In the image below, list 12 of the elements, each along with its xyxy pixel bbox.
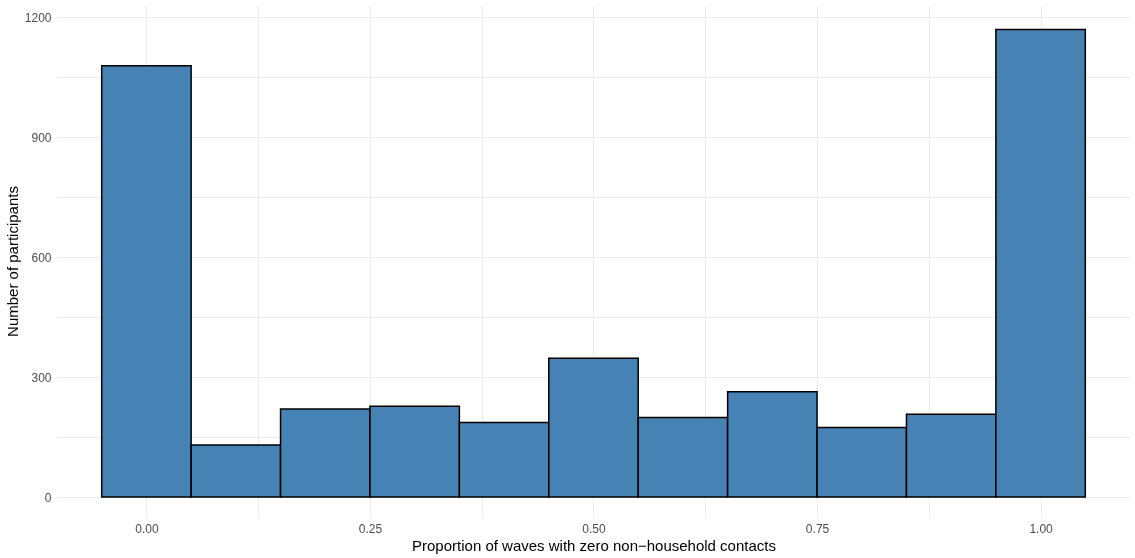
x-tick-label: 0.25	[358, 521, 383, 536]
x-axis-title: Proportion of waves with zero non−household contacts	[412, 536, 776, 554]
y-tick-label: 0	[44, 490, 52, 505]
x-tick-label: 0.75	[805, 521, 830, 536]
y-tick-label: 900	[31, 130, 52, 145]
y-tick-label: 300	[31, 370, 52, 385]
y-tick-label: 600	[31, 250, 52, 265]
x-tick-label: 0.50	[582, 521, 606, 536]
x-tick-label: 1.00	[1029, 521, 1054, 536]
y-tick-label: 1200	[24, 10, 52, 25]
x-tick-label: 0.00	[135, 521, 159, 536]
y-axis-title: Number of participants	[3, 186, 21, 337]
